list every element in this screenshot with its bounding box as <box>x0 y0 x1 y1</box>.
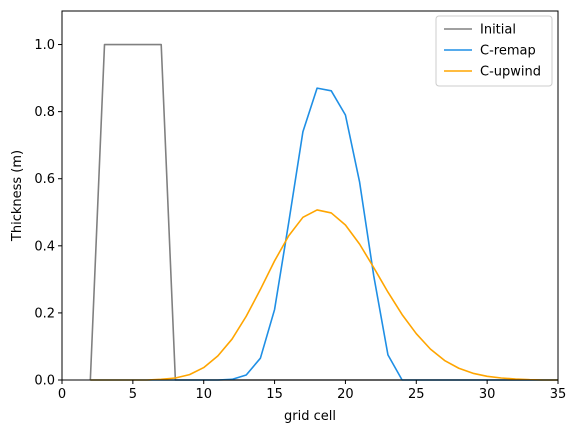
x-tick-label: 30 <box>479 387 496 402</box>
x-tick-label: 10 <box>195 387 212 402</box>
x-tick-label: 20 <box>337 387 354 402</box>
series-line-c-upwind <box>90 209 558 381</box>
y-tick-label: 1.0 <box>34 38 55 53</box>
legend: Initial C-remap C-upwind <box>435 15 553 87</box>
series-line-c-remap <box>90 87 558 381</box>
y-tick-label: 0.2 <box>34 306 55 321</box>
x-tick-label: 25 <box>408 387 425 402</box>
y-tick-label: 0.6 <box>34 172 55 187</box>
y-axis-label: Thickness (m) <box>10 150 25 242</box>
legend-box <box>435 15 553 87</box>
legend-entry-label: C-upwind <box>480 65 541 80</box>
series-line-initial <box>89 43 558 381</box>
y-axis-ticks: 0.0 0.2 0.4 0.6 0.8 1.0 <box>34 38 62 389</box>
legend-entry-label: C-remap <box>480 44 536 59</box>
x-axis-label: grid cell <box>284 409 336 424</box>
x-tick-label: 35 <box>550 387 567 402</box>
x-axis-ticks: 0 5 10 15 20 25 30 35 <box>58 380 566 402</box>
y-tick-label: 0.0 <box>34 374 55 389</box>
y-tick-label: 0.4 <box>34 239 55 254</box>
plot-frame <box>61 10 559 381</box>
y-tick-label: 0.8 <box>34 105 55 120</box>
x-tick-label: 5 <box>129 387 137 402</box>
legend-entry-label: Initial <box>480 23 516 38</box>
x-tick-label: 0 <box>58 387 66 402</box>
series-layer <box>89 43 558 381</box>
x-tick-label: 15 <box>266 387 283 402</box>
